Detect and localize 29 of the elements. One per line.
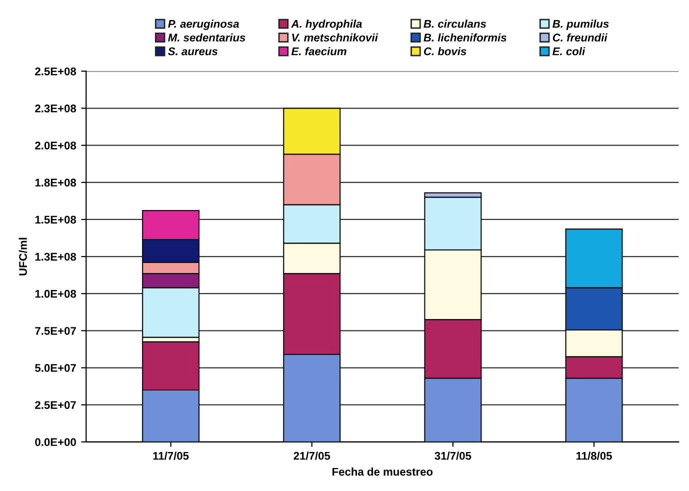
legend-label: V. metschnikovii (292, 33, 378, 42)
legend-label: B. pumilus (552, 20, 609, 30)
legend-label: P. aeruginosa (168, 20, 239, 30)
y-tick-label: 1.0E+08 (35, 290, 76, 298)
legend-label: B. licheniformis (424, 33, 506, 42)
y-axis-title: UFC/ml (18, 238, 28, 276)
legend-label: C. bovis (424, 47, 466, 56)
y-tick-label: 2.5E+08 (35, 67, 76, 76)
y-tick-label: 1.5E+08 (35, 216, 76, 224)
x-axis-title: Fecha de muestreo (332, 468, 433, 476)
legend-label: E. coli (552, 47, 586, 56)
legend-label: S. aureus (168, 47, 218, 56)
x-tick-label: 31/7/05 (434, 452, 472, 460)
y-tick-label: 5.0E+07 (35, 364, 76, 372)
y-tick-label: 7.5E+07 (35, 326, 76, 335)
y-tick-label: 0.0E+00 (35, 438, 76, 446)
legend-label: C. freundii (552, 33, 608, 42)
y-tick-label: 2.3E+08 (35, 104, 76, 112)
y-tick-label: 1.8E+08 (35, 178, 76, 187)
x-tick-label: 11/8/05 (576, 452, 612, 460)
legend-label: M. sedentarius (168, 33, 246, 42)
x-tick-label: 21/7/05 (294, 452, 330, 460)
legend-label: A. hydrophila (290, 20, 362, 30)
y-tick-label: 2.0E+08 (35, 142, 76, 150)
y-tick-label: 2.5E+07 (35, 401, 76, 409)
legend-label: E. faecium (291, 47, 346, 56)
y-tick-label: 1.3E+08 (35, 252, 76, 261)
x-tick-label: 11/7/05 (153, 452, 189, 460)
legend-label: B. circulans (424, 20, 486, 28)
